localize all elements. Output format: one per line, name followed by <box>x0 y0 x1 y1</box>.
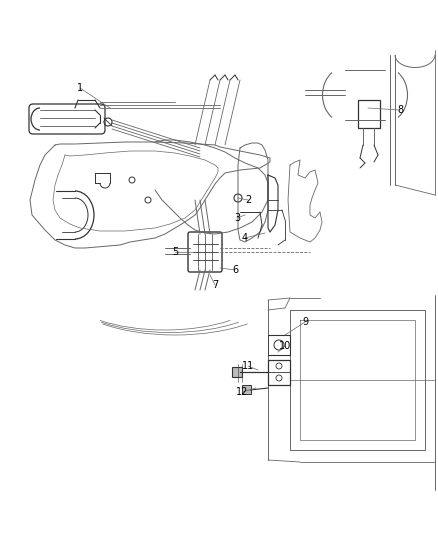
Text: 11: 11 <box>241 361 254 371</box>
Text: 5: 5 <box>172 247 178 257</box>
Bar <box>241 385 251 394</box>
Text: 8: 8 <box>396 105 402 115</box>
Text: 6: 6 <box>231 265 237 275</box>
Text: 4: 4 <box>241 233 247 243</box>
Text: 9: 9 <box>301 317 307 327</box>
Text: 2: 2 <box>244 195 251 205</box>
Bar <box>231 367 241 377</box>
Text: 3: 3 <box>233 213 240 223</box>
Text: 1: 1 <box>77 83 83 93</box>
Text: 12: 12 <box>235 387 247 397</box>
Bar <box>357 100 379 128</box>
Text: 10: 10 <box>278 341 290 351</box>
Text: 7: 7 <box>212 280 218 290</box>
